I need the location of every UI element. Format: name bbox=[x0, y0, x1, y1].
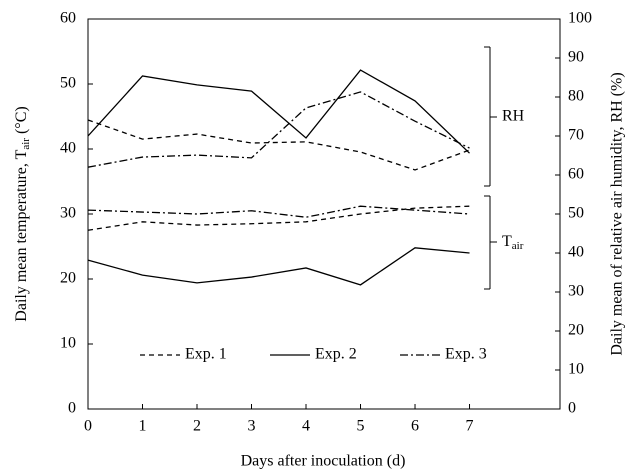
series-line bbox=[87, 119, 470, 171]
y2-tick-label: 100 bbox=[568, 10, 592, 27]
y-tick-label: 30 bbox=[60, 205, 76, 222]
legend-label: Exp. 2 bbox=[315, 346, 357, 363]
y-axis-label: Daily mean temperature, T bbox=[13, 149, 30, 321]
series-line bbox=[87, 247, 470, 286]
y2-tick-label: 50 bbox=[568, 205, 584, 222]
y-tick-label: 60 bbox=[60, 10, 76, 27]
x-tick-label: 6 bbox=[411, 418, 419, 435]
series-line bbox=[87, 91, 470, 168]
y-axis-label: Daily mean temperature, Tair (°C) bbox=[13, 106, 32, 321]
legend-label: Exp. 1 bbox=[185, 346, 227, 363]
y2-tick-label: 60 bbox=[568, 166, 584, 183]
y2-tick-label: 0 bbox=[568, 400, 576, 417]
y2-tick-label: 80 bbox=[568, 88, 584, 105]
y-axis-label-sub: air bbox=[20, 138, 32, 150]
series-line bbox=[87, 205, 470, 231]
y-axis-label: (°C) bbox=[13, 106, 30, 138]
y2-tick-label: 10 bbox=[568, 361, 584, 378]
annotation-sub: air bbox=[512, 240, 524, 252]
annotation: Tair bbox=[502, 233, 524, 252]
x-tick-label: 0 bbox=[84, 418, 92, 435]
y-tick-label: 50 bbox=[60, 75, 76, 92]
x-tick-label: 3 bbox=[248, 418, 256, 435]
y2-tick-label: 70 bbox=[568, 127, 584, 144]
series-line bbox=[87, 69, 470, 154]
y2-tick-label: 30 bbox=[568, 283, 584, 300]
x-tick-label: 4 bbox=[302, 418, 310, 435]
y2-tick-label: 40 bbox=[568, 244, 584, 261]
y2-tick-label: 20 bbox=[568, 322, 584, 339]
y-tick-label: 10 bbox=[60, 335, 76, 352]
y2-tick-label: 90 bbox=[568, 49, 584, 66]
y-tick-label: 20 bbox=[60, 270, 76, 287]
x-tick-label: 2 bbox=[193, 418, 201, 435]
y-tick-label: 40 bbox=[60, 140, 76, 157]
x-tick-label: 7 bbox=[466, 418, 474, 435]
x-axis-label: Days after inoculation (d) bbox=[241, 453, 406, 470]
annotation: RH bbox=[502, 108, 525, 125]
x-tick-label: 5 bbox=[357, 418, 365, 435]
legend-label: Exp. 3 bbox=[445, 346, 487, 363]
annotation: T bbox=[502, 233, 512, 250]
y2-axis-label: Daily mean of relative air humidity, RH … bbox=[609, 72, 626, 355]
x-tick-label: 1 bbox=[139, 418, 147, 435]
y-tick-label: 0 bbox=[68, 400, 76, 417]
